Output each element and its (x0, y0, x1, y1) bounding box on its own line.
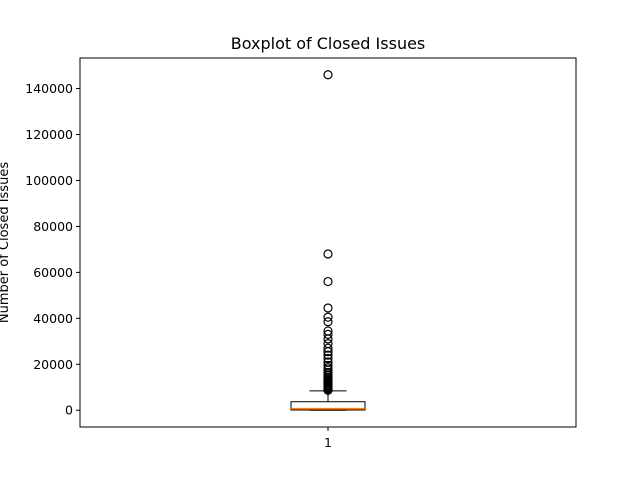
y-tick-label: 80000 (33, 219, 73, 234)
outlier-point (323, 360, 333, 371)
x-tick-label: 1 (324, 435, 332, 450)
outlier-point (323, 70, 333, 80)
outlier-point (323, 303, 333, 313)
plot-frame (79, 57, 577, 428)
outlier-point (323, 326, 333, 336)
outlier-point (323, 276, 333, 287)
chart-title: Boxplot of Closed Issues (231, 34, 426, 53)
box-iqr (290, 401, 366, 411)
outlier-point (323, 343, 333, 353)
y-tick-label: 40000 (33, 311, 73, 326)
outlier-point (323, 367, 333, 377)
outlier-point (323, 338, 333, 349)
plot-area: 0 20000 40000 60000 80000 100000 120000 140000 1 (25, 70, 366, 450)
y-axis-label: Number of Closed Issues (0, 162, 12, 323)
y-tick-label: 60000 (33, 265, 73, 280)
outlier-point (323, 357, 333, 367)
y-tick-label: 20000 (33, 357, 73, 372)
y-tick-label: 140000 (25, 81, 73, 96)
outlier-point (323, 317, 333, 327)
y-tick-label: 120000 (25, 127, 73, 142)
outlier-point (323, 363, 333, 373)
outlier-point (323, 249, 333, 259)
y-tick-label: 0 (65, 403, 73, 418)
outlier-point (323, 329, 333, 340)
outlier-point (323, 312, 333, 322)
outlier-point (323, 350, 333, 360)
y-tick-label: 100000 (25, 173, 73, 188)
outlier-point (323, 353, 333, 364)
